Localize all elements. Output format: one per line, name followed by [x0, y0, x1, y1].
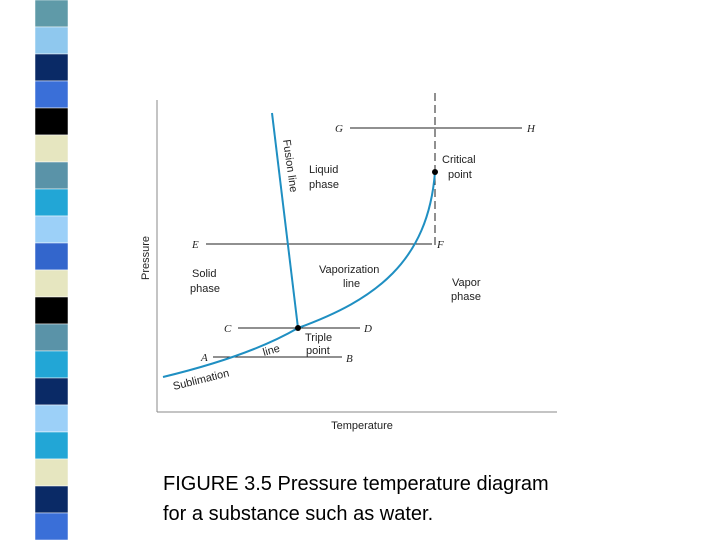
- point-label: Critical: [442, 154, 476, 166]
- stripe-square: [34, 26, 69, 55]
- letter: A: [200, 352, 208, 364]
- curve-label: line: [262, 343, 282, 359]
- caption: for a substance such as water.: [163, 503, 433, 525]
- fusion-curve: [271, 112, 299, 329]
- x-axis-label: Temperature: [331, 420, 393, 432]
- letter: G: [335, 123, 343, 135]
- region-label: phase: [190, 283, 220, 295]
- fusion-label: Fusion line: [280, 139, 299, 193]
- letter: D: [363, 323, 372, 335]
- stripe-square: [34, 188, 69, 217]
- stripe-square: [34, 458, 69, 487]
- stripe-square: [34, 323, 69, 352]
- stripe-square: [34, 134, 69, 163]
- region-label: phase: [451, 291, 481, 303]
- critical-point: [432, 169, 438, 175]
- curve-label: Sublimation: [172, 367, 231, 393]
- region-label: Vapor: [452, 277, 481, 289]
- decor-stripe: [34, 0, 69, 540]
- point-label: Triple: [305, 332, 332, 344]
- y-axis-label: Pressure: [140, 236, 152, 280]
- region-label: phase: [309, 179, 339, 191]
- region-label: Liquid: [309, 164, 338, 176]
- point-label: point: [306, 345, 330, 357]
- stripe-square: [34, 404, 69, 433]
- stripe-square: [34, 242, 69, 271]
- stripe-square: [34, 350, 69, 379]
- stripe-square: [34, 215, 69, 244]
- region-label: Solid: [192, 268, 216, 280]
- letter: H: [526, 123, 536, 135]
- phase-curve: [162, 171, 436, 378]
- stripe-square: [34, 161, 69, 190]
- stripe-square: [34, 377, 69, 406]
- stripe-square: [34, 53, 69, 82]
- letter: C: [224, 323, 232, 335]
- stripe-square: [34, 0, 69, 28]
- letter: F: [436, 239, 444, 251]
- letter: E: [191, 239, 199, 251]
- stripe-square: [34, 107, 69, 136]
- stripe-square: [34, 485, 69, 514]
- curve-label: line: [343, 278, 360, 290]
- letter: B: [346, 353, 353, 365]
- curve-label: Vaporization: [319, 264, 379, 276]
- stripe-square: [34, 80, 69, 109]
- triple-point: [295, 325, 301, 331]
- caption: FIGURE 3.5 Pressure temperature diagram: [163, 473, 549, 495]
- stripe-square: [34, 512, 69, 540]
- point-label: point: [448, 169, 472, 181]
- stripe-square: [34, 431, 69, 460]
- stripe-square: [34, 296, 69, 325]
- stripe-square: [34, 269, 69, 298]
